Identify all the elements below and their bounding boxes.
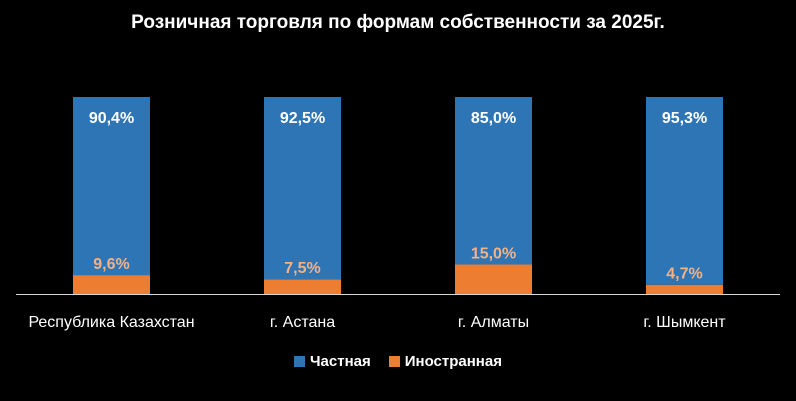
category-label: г. Шымкент — [643, 314, 726, 331]
bar-foreign — [646, 284, 723, 294]
bar-foreign — [455, 264, 532, 294]
bar-foreign — [73, 275, 150, 294]
bar-private — [646, 97, 723, 285]
data-label-private: 90,4% — [89, 110, 134, 127]
data-label-foreign: 7,5% — [284, 260, 320, 277]
legend-item-private: Частная — [294, 353, 371, 370]
legend-swatch — [388, 356, 400, 367]
data-label-foreign: 15,0% — [471, 245, 516, 262]
category-label: г. Астана — [270, 314, 335, 331]
data-label-private: 85,0% — [471, 110, 516, 127]
chart-title: Розничная торговля по формам собственнос… — [131, 12, 665, 33]
legend-item-foreign: Иностранная — [388, 353, 502, 370]
bar-private — [455, 97, 532, 265]
bar-private — [264, 97, 341, 280]
data-label-foreign: 9,6% — [93, 256, 129, 273]
category-label: Республика Казахстан — [28, 314, 194, 331]
legend-swatch — [294, 356, 306, 367]
legend-label: Иностранная — [404, 353, 502, 370]
category-label: г. Алматы — [458, 314, 529, 331]
legend: Частная Иностранная — [0, 353, 796, 370]
data-label-private: 92,5% — [280, 110, 325, 127]
legend-label: Частная — [310, 353, 371, 370]
bar-foreign — [264, 279, 341, 294]
data-label-private: 95,3% — [662, 110, 707, 127]
bar-private — [73, 97, 150, 276]
data-label-foreign: 4,7% — [666, 266, 702, 283]
